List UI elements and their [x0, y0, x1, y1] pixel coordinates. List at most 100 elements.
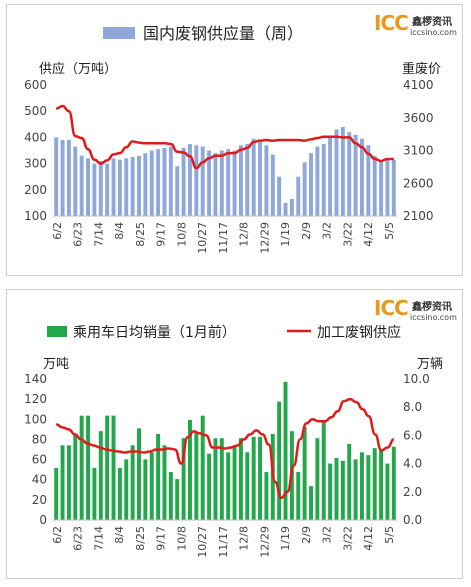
x-tick: 8/25 [134, 526, 147, 551]
bar [302, 162, 307, 216]
bar [105, 415, 110, 520]
bar [79, 155, 84, 216]
bar [105, 163, 110, 216]
bar [117, 467, 122, 520]
bar [92, 163, 97, 216]
bar [79, 415, 84, 520]
bar [366, 455, 371, 520]
bar [385, 463, 390, 520]
logo-site: iccsino.com [410, 313, 457, 322]
bar [111, 158, 116, 216]
bar [258, 141, 263, 216]
bar [60, 140, 65, 216]
y-axis-right-title: 重废价 [402, 61, 441, 77]
bar [238, 145, 243, 216]
y-tick-right: 2600 [403, 176, 434, 190]
y-tick-left: 60 [32, 453, 47, 467]
bar [54, 137, 59, 216]
x-tick: 9/17 [155, 526, 168, 551]
x-tick: 1/19 [279, 222, 292, 247]
y-tick-right: 3100 [403, 144, 434, 158]
bar [98, 431, 103, 520]
x-tick: 8/4 [113, 526, 126, 544]
bar [92, 467, 97, 520]
y-tick-left: 400 [24, 130, 47, 144]
bar [245, 452, 250, 520]
bar [73, 146, 78, 216]
logo-mark: ICC [374, 296, 409, 320]
logo-cn: 鑫椤资讯 [412, 302, 452, 313]
bar [347, 443, 352, 520]
x-tick: 8/25 [134, 222, 147, 247]
x-tick: 12/8 [238, 222, 251, 247]
bar [359, 138, 364, 216]
legend-bar-swatch [47, 326, 67, 337]
bar [366, 145, 371, 216]
bar [162, 445, 167, 520]
bar [328, 137, 333, 216]
y-tick-left: 500 [24, 104, 47, 118]
bar [137, 155, 141, 216]
bar [175, 479, 180, 520]
bar [137, 428, 141, 520]
y-tick-right: 0.0 [403, 513, 422, 527]
x-tick: 3/22 [341, 222, 354, 247]
bar [156, 149, 161, 216]
bar [200, 146, 205, 216]
x-tick: 5/5 [383, 526, 396, 544]
x-tick: 4/12 [362, 526, 375, 551]
y-tick-left: 0 [39, 513, 47, 527]
bar [194, 432, 199, 520]
y-tick-right: 4100 [403, 78, 434, 92]
x-tick: 10/27 [196, 526, 209, 558]
bar [372, 448, 377, 520]
x-tick: 6/23 [72, 222, 85, 247]
y-tick-left: 100 [24, 209, 47, 223]
x-tick: 6/23 [72, 526, 85, 551]
line-series [55, 397, 395, 500]
icc-logo: ICC 鑫椤资讯 iccsino.com [374, 11, 457, 43]
legend-line-label: 加工废钢供应 [317, 324, 401, 341]
bar [379, 450, 384, 520]
x-tick: 12/8 [238, 526, 251, 551]
x-tick: 6/2 [51, 222, 64, 240]
bar [334, 457, 339, 520]
bar [66, 140, 71, 216]
bar [162, 147, 167, 216]
bar [130, 445, 135, 520]
legend-bar-swatch [103, 27, 135, 39]
bar [181, 147, 186, 216]
bar [353, 459, 358, 520]
y-tick-left: 80 [32, 432, 47, 446]
bar [143, 459, 148, 520]
bar [283, 202, 288, 216]
x-tick: 7/14 [92, 526, 105, 551]
bar [340, 460, 345, 520]
icc-logo: ICC 鑫椤资讯 iccsino.com [374, 296, 457, 328]
x-tick: 9/17 [155, 222, 168, 247]
y-tick-left: 140 [24, 372, 47, 386]
bar [117, 159, 122, 216]
bar [372, 155, 377, 216]
bar [187, 419, 192, 520]
bar [264, 145, 269, 216]
bar [149, 150, 154, 216]
bar [86, 415, 91, 520]
bar [277, 401, 282, 520]
bar [124, 158, 129, 216]
bar [251, 436, 256, 520]
y-tick-right: 8.0 [403, 400, 422, 414]
x-tick: 10/27 [196, 222, 209, 254]
bar [340, 126, 345, 216]
bar [283, 381, 288, 520]
x-tick: 3/2 [321, 526, 334, 544]
y-tick-right: 2.0 [403, 485, 422, 499]
y-axis-right-title: 万辆 [417, 357, 443, 372]
bar [149, 452, 154, 520]
car-sales-chart-panel: 乘用车日均销量（1月前） 加工废钢供应 万吨 万辆 0 20 40 60 80 100 120 140… [6, 289, 463, 579]
bar [391, 159, 396, 216]
y-tick-left: 600 [24, 78, 47, 92]
y-tick-left: 200 [24, 183, 47, 197]
bar [353, 134, 358, 216]
bar [309, 486, 313, 520]
